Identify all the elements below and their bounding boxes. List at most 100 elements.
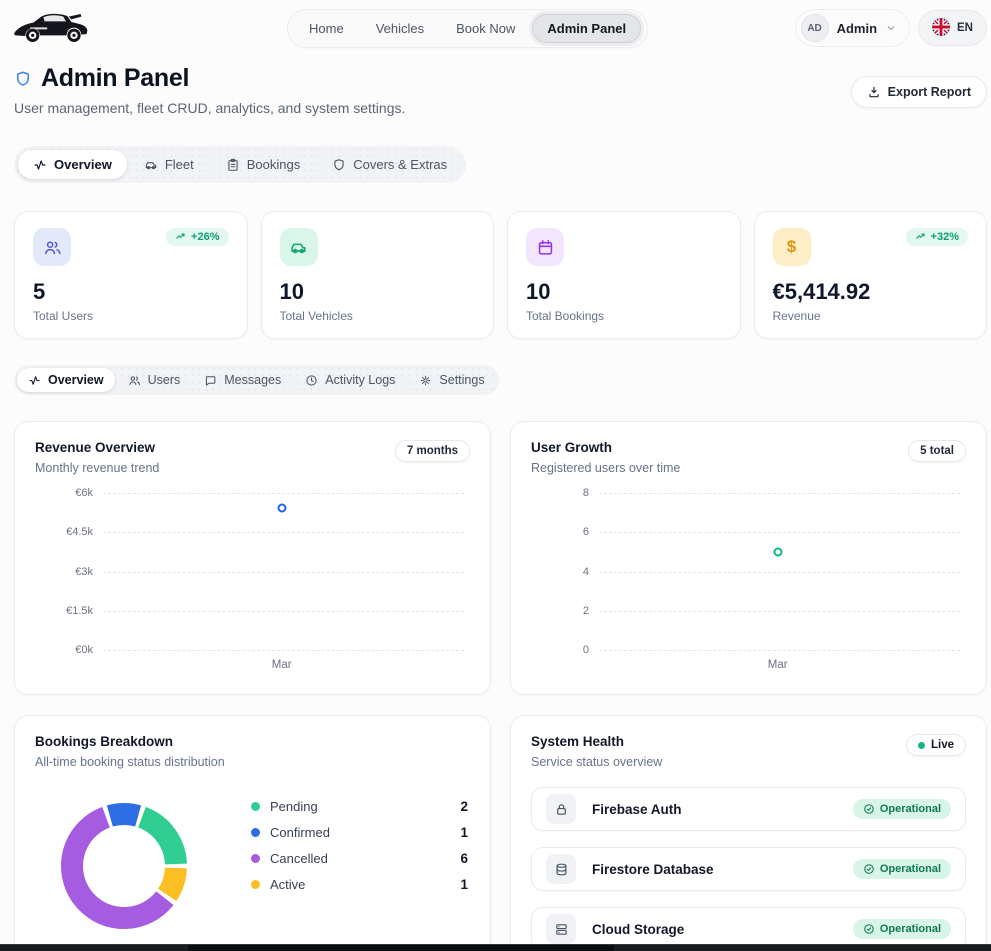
legend-label: Cancelled xyxy=(270,851,328,866)
live-badge: Live xyxy=(905,734,966,756)
trend-badge: +32% xyxy=(905,228,968,246)
status-badge: Operational xyxy=(852,799,951,819)
y-axis-tick: €4.5k xyxy=(66,526,93,539)
status-badge: Operational xyxy=(852,859,951,879)
legend-item: Pending 2 xyxy=(251,799,468,814)
legend-item: Cancelled 6 xyxy=(251,851,468,866)
gear-icon xyxy=(421,375,431,385)
tab-covers-extras[interactable]: Covers & Extras xyxy=(317,150,462,179)
gridline xyxy=(103,532,464,534)
gridline xyxy=(103,610,464,612)
chart-title: Revenue Overview xyxy=(35,440,156,455)
lock-icon xyxy=(546,794,576,824)
horizontal-scrollbar[interactable] xyxy=(0,944,991,951)
language-code: EN xyxy=(957,22,973,34)
database-icon xyxy=(546,854,576,884)
chart-badge: 7 months xyxy=(394,440,470,462)
tab2-activity-logs[interactable]: Activity Logs xyxy=(294,368,406,392)
export-report-button[interactable]: Export Report xyxy=(850,76,987,108)
stat-card-revenue: $ +32% €5,414.92 Revenue xyxy=(753,211,987,339)
trending-up-icon xyxy=(915,233,925,239)
service-list: Firebase Auth Operational Firestore Databa… xyxy=(531,787,966,951)
check-circle-icon xyxy=(863,923,875,935)
page-title: Admin Panel xyxy=(41,64,190,92)
stat-card-total-vehicles: 10 Total Vehicles xyxy=(260,211,494,339)
secondary-tabbar: Overview Users Messages Activity Logs Se… xyxy=(14,365,499,395)
gridline xyxy=(103,650,464,651)
user-name: Admin xyxy=(836,20,878,36)
panel-title: System Health xyxy=(531,734,625,749)
legend-value: 2 xyxy=(460,799,468,814)
nav-link-vehicles[interactable]: Vehicles xyxy=(375,21,425,36)
language-selector[interactable]: EN xyxy=(918,10,987,46)
status-badge: Operational xyxy=(852,919,951,939)
donut-segment-pending[interactable] xyxy=(137,806,187,865)
bookings-breakdown-card: Bookings Breakdown All-time booking stat… xyxy=(14,715,491,951)
legend-label: Pending xyxy=(270,799,318,814)
donut-segment-confirmed[interactable] xyxy=(106,803,142,827)
legend-dot-icon xyxy=(251,854,260,863)
user-menu[interactable]: AD Admin xyxy=(794,9,911,47)
chart-subtitle: Monthly revenue trend xyxy=(35,461,160,475)
topbar-right: AD Admin xyxy=(794,9,987,47)
tab-overview[interactable]: Overview xyxy=(18,150,127,179)
car-icon xyxy=(145,161,157,169)
car-icon xyxy=(279,228,318,266)
donut-segment-cancelled[interactable] xyxy=(61,806,174,929)
nav-link-admin-panel[interactable]: Admin Panel xyxy=(532,14,642,43)
data-point[interactable] xyxy=(277,503,287,513)
trend-badge: +26% xyxy=(166,228,229,246)
uk-flag-icon xyxy=(932,17,951,39)
tab2-overview[interactable]: Overview xyxy=(17,368,115,392)
stat-value: €5,414.92 xyxy=(772,279,871,304)
gridline xyxy=(103,571,464,573)
donut-segment-active[interactable] xyxy=(157,866,187,902)
scrollbar-thumb[interactable] xyxy=(188,945,615,951)
legend-label: Active xyxy=(270,877,306,892)
legend-value: 1 xyxy=(460,877,468,892)
donut-legend: Pending 2 Confirmed 1 Cancelled 6 Active 1 xyxy=(251,799,468,892)
clock-icon xyxy=(306,374,317,386)
calendar-icon xyxy=(526,228,564,266)
check-circle-icon xyxy=(863,863,875,875)
chart-subtitle: All-time booking status distribution xyxy=(35,755,225,769)
chart-title: Bookings Breakdown xyxy=(35,734,174,749)
tab2-users[interactable]: Users xyxy=(117,368,192,392)
gridline xyxy=(599,532,960,534)
revenue-line-chart: €6k €4.5k €3k €1.5k €0k Mar xyxy=(35,487,470,676)
legend-item: Confirmed 1 xyxy=(251,825,468,840)
data-point[interactable] xyxy=(773,547,783,557)
y-axis-tick: 4 xyxy=(582,565,589,578)
shield-icon xyxy=(334,158,344,170)
stat-card-total-users: +26% 5 Total Users xyxy=(14,211,248,339)
download-icon xyxy=(867,85,881,99)
x-axis-tick: Mar xyxy=(767,659,788,671)
bookings-donut-chart xyxy=(61,803,187,929)
shield-icon xyxy=(14,70,32,88)
service-row: Firebase Auth Operational xyxy=(531,787,966,831)
legend-dot-icon xyxy=(251,828,260,837)
service-row: Cloud Storage Operational xyxy=(531,907,966,951)
primary-tabbar: Overview Fleet Bookings Covers & Extras xyxy=(14,146,467,183)
gridline xyxy=(599,571,960,573)
chevron-down-icon xyxy=(885,22,897,34)
stat-card-total-bookings: 10 Total Bookings xyxy=(507,211,741,339)
activity-icon xyxy=(29,375,40,385)
service-name: Cloud Storage xyxy=(592,921,685,937)
legend-dot-icon xyxy=(251,880,260,889)
page-header: Admin Panel User management, fleet CRUD,… xyxy=(14,64,987,116)
nav-link-book-now[interactable]: Book Now xyxy=(456,21,516,36)
system-health-card: System Health Service status overview Li… xyxy=(510,715,987,951)
top-navigation-bar: Home Vehicles Book Now Admin Panel AD Ad… xyxy=(0,0,991,58)
user-growth-card: User Growth Registered users over time 5… xyxy=(510,421,987,695)
tab-fleet[interactable]: Fleet xyxy=(129,150,209,179)
service-row: Firestore Database Operational xyxy=(531,847,966,891)
nav-link-home[interactable]: Home xyxy=(309,21,344,36)
tab-bookings[interactable]: Bookings xyxy=(211,150,315,179)
sports-car-logo[interactable] xyxy=(10,9,90,47)
tab2-messages[interactable]: Messages xyxy=(193,368,292,392)
tab2-settings[interactable]: Settings xyxy=(408,368,495,392)
message-icon xyxy=(206,375,216,386)
gridline xyxy=(103,493,464,494)
